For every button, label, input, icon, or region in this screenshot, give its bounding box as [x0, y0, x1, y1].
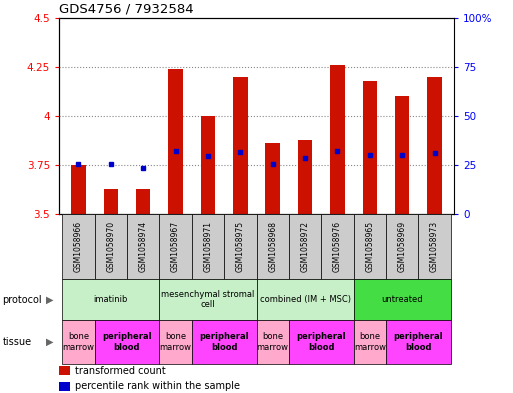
Bar: [160, 279, 256, 320]
Bar: [289, 320, 353, 364]
Bar: [265, 143, 280, 214]
Bar: [353, 279, 451, 320]
Text: tissue: tissue: [3, 337, 32, 347]
Text: GSM1058965: GSM1058965: [365, 221, 374, 272]
Text: GSM1058973: GSM1058973: [430, 221, 439, 272]
Bar: [256, 214, 289, 279]
Text: peripheral
blood: peripheral blood: [200, 332, 249, 352]
Text: GSM1058974: GSM1058974: [139, 221, 148, 272]
Bar: [363, 81, 377, 214]
Bar: [136, 189, 150, 214]
Bar: [330, 65, 345, 214]
Text: GDS4756 / 7932584: GDS4756 / 7932584: [59, 2, 193, 15]
Text: mesenchymal stromal
cell: mesenchymal stromal cell: [161, 290, 254, 309]
Text: bone
marrow: bone marrow: [256, 332, 289, 352]
Text: GSM1058966: GSM1058966: [74, 221, 83, 272]
Bar: [59, 382, 70, 391]
Text: GSM1058976: GSM1058976: [333, 221, 342, 272]
Bar: [386, 320, 451, 364]
Text: GSM1058970: GSM1058970: [106, 221, 115, 272]
Text: protocol: protocol: [3, 295, 42, 305]
Bar: [62, 320, 94, 364]
Text: bone
marrow: bone marrow: [354, 332, 386, 352]
Bar: [62, 214, 94, 279]
Text: GSM1058975: GSM1058975: [236, 221, 245, 272]
Bar: [71, 165, 86, 214]
Bar: [321, 214, 353, 279]
Bar: [256, 279, 353, 320]
Bar: [160, 320, 192, 364]
Bar: [289, 214, 321, 279]
Bar: [256, 320, 289, 364]
Text: peripheral
blood: peripheral blood: [297, 332, 346, 352]
Text: GSM1058967: GSM1058967: [171, 221, 180, 272]
Text: GSM1058968: GSM1058968: [268, 221, 277, 272]
Text: peripheral
blood: peripheral blood: [102, 332, 152, 352]
Bar: [104, 189, 118, 214]
Bar: [419, 214, 451, 279]
Bar: [62, 279, 160, 320]
Bar: [427, 77, 442, 214]
Bar: [59, 366, 70, 375]
Bar: [353, 214, 386, 279]
Text: combined (IM + MSC): combined (IM + MSC): [260, 295, 350, 304]
Text: GSM1058971: GSM1058971: [204, 221, 212, 272]
Bar: [298, 140, 312, 214]
Text: transformed count: transformed count: [75, 366, 166, 376]
Text: untreated: untreated: [381, 295, 423, 304]
Bar: [233, 77, 248, 214]
Bar: [192, 320, 256, 364]
Bar: [127, 214, 160, 279]
Text: ▶: ▶: [46, 295, 54, 305]
Text: imatinib: imatinib: [93, 295, 128, 304]
Text: bone
marrow: bone marrow: [160, 332, 191, 352]
Bar: [192, 214, 224, 279]
Text: peripheral
blood: peripheral blood: [393, 332, 443, 352]
Bar: [160, 214, 192, 279]
Text: ▶: ▶: [46, 337, 54, 347]
Bar: [224, 214, 256, 279]
Text: bone
marrow: bone marrow: [63, 332, 94, 352]
Bar: [395, 96, 409, 214]
Bar: [168, 69, 183, 214]
Bar: [94, 320, 160, 364]
Bar: [201, 116, 215, 214]
Bar: [94, 214, 127, 279]
Bar: [353, 320, 386, 364]
Text: GSM1058972: GSM1058972: [301, 221, 309, 272]
Bar: [386, 214, 419, 279]
Text: GSM1058969: GSM1058969: [398, 221, 407, 272]
Text: percentile rank within the sample: percentile rank within the sample: [75, 381, 240, 391]
